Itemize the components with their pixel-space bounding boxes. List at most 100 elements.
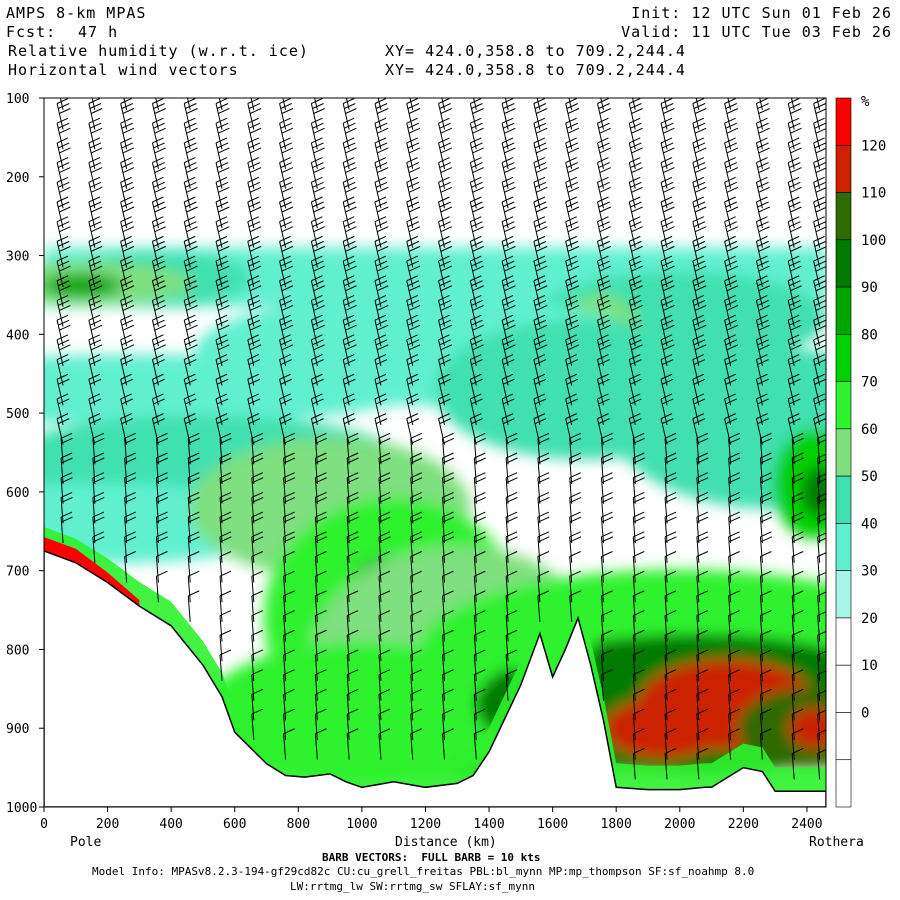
wind-barb xyxy=(755,260,763,288)
wind-barb xyxy=(759,694,763,721)
wind-barb-flag xyxy=(569,437,582,444)
wind-barb xyxy=(56,359,64,386)
wind-barb-flag xyxy=(56,196,69,203)
wind-barb-flag xyxy=(440,186,453,193)
wind-barb-flag xyxy=(601,457,614,464)
wind-barb-flag xyxy=(407,142,420,149)
wind-barb-flag xyxy=(633,491,645,498)
wind-barb-flag xyxy=(696,432,709,439)
wind-barb xyxy=(759,438,763,465)
wind-barb-flag xyxy=(728,491,740,498)
wind-barb-flag xyxy=(251,432,264,439)
wind-barb-flag xyxy=(474,496,486,503)
wind-barb-flag xyxy=(760,669,772,676)
wind-barb-flag xyxy=(249,127,262,134)
barb-column xyxy=(755,98,773,760)
wind-barb-flag xyxy=(344,418,356,425)
wind-barb-flag xyxy=(216,103,229,109)
wind-barb-flag xyxy=(251,688,264,695)
colorbar-swatch xyxy=(835,381,852,430)
wind-barb-flag xyxy=(215,334,228,341)
wind-barb-flag xyxy=(61,496,73,503)
wind-barb xyxy=(88,123,96,150)
wind-barb xyxy=(632,517,636,544)
wind-barb xyxy=(251,714,255,741)
y-tick-label: 600 xyxy=(6,486,29,501)
wind-barb xyxy=(92,438,96,465)
wind-barb-flag xyxy=(662,181,674,188)
wind-barb-flag xyxy=(215,413,228,420)
wind-barb xyxy=(120,359,128,386)
wind-barb xyxy=(186,98,191,110)
wind-barb xyxy=(569,438,573,465)
wind-barb-flag xyxy=(533,354,546,360)
wind-barb xyxy=(56,221,64,248)
wind-barb-flag xyxy=(788,354,800,360)
wind-barb-flag xyxy=(442,649,454,656)
wind-barb xyxy=(438,142,446,170)
wind-barb-flag xyxy=(315,457,327,464)
wind-barb-flag xyxy=(696,491,709,498)
wind-barb-flag xyxy=(442,570,454,577)
wind-barb-flag xyxy=(311,334,323,341)
wind-barb xyxy=(406,162,414,189)
wind-barb xyxy=(596,260,604,288)
wind-barb-flag xyxy=(788,216,800,223)
wind-barb-flag xyxy=(185,142,197,149)
wind-barb xyxy=(187,497,191,524)
wind-barb-flag xyxy=(406,216,418,223)
wind-barb-flag xyxy=(218,108,230,114)
wind-barb-flag xyxy=(90,84,101,89)
wind-barb-flag xyxy=(813,255,825,262)
wind-barb xyxy=(374,201,382,229)
wind-barb xyxy=(787,260,795,288)
wind-barb-flag xyxy=(693,418,706,425)
wind-barb-flag xyxy=(597,393,609,400)
wind-barb-flag xyxy=(89,300,102,306)
wind-barb xyxy=(279,201,287,229)
wind-barb-flag xyxy=(248,122,261,129)
colorbar-label: 30 xyxy=(861,564,878,580)
wind-barb-flag xyxy=(728,669,740,676)
wind-barb xyxy=(596,359,604,386)
wind-barb xyxy=(600,615,604,642)
wind-barb xyxy=(596,300,604,327)
wind-barb-flag xyxy=(218,89,229,94)
wind-barb-flag xyxy=(186,147,198,154)
wind-barb-flag xyxy=(280,378,292,385)
wind-barb xyxy=(215,379,223,406)
wind-barb xyxy=(310,359,318,386)
wind-barb xyxy=(600,457,604,485)
wind-barb xyxy=(632,615,636,642)
wind-barb-flag xyxy=(792,629,804,636)
wind-barb xyxy=(791,714,795,741)
wind-barb-flag xyxy=(471,84,482,89)
wind-barb-flag xyxy=(408,324,421,331)
wind-barb xyxy=(501,221,509,248)
wind-barb-flag xyxy=(247,354,260,360)
barb-column xyxy=(120,98,137,583)
wind-barb-flag xyxy=(565,314,577,321)
wind-barb xyxy=(247,142,255,170)
wind-barb-flag xyxy=(599,344,611,351)
wind-barb-flag xyxy=(664,472,677,479)
wind-barb-flag xyxy=(283,437,296,444)
wind-barb-flag xyxy=(815,305,826,311)
wind-barb xyxy=(724,320,732,347)
wind-barb xyxy=(314,576,318,603)
wind-barb-flag xyxy=(346,688,359,695)
wind-barb-flag xyxy=(218,127,230,134)
colorbar-label: 50 xyxy=(861,469,878,485)
wind-barb xyxy=(346,497,350,524)
wind-barb xyxy=(183,182,191,209)
wind-barb-flag xyxy=(279,373,291,380)
wind-barb xyxy=(346,674,350,701)
wind-barb-flag xyxy=(344,84,355,89)
wind-barb xyxy=(696,674,700,701)
wind-barb-flag xyxy=(664,570,677,577)
wind-barb-flag xyxy=(790,108,802,114)
wind-barb-flag xyxy=(567,226,580,233)
wind-barb-flag xyxy=(315,491,327,498)
wind-barb-flag xyxy=(534,280,547,287)
wind-barb-flag xyxy=(185,359,197,365)
